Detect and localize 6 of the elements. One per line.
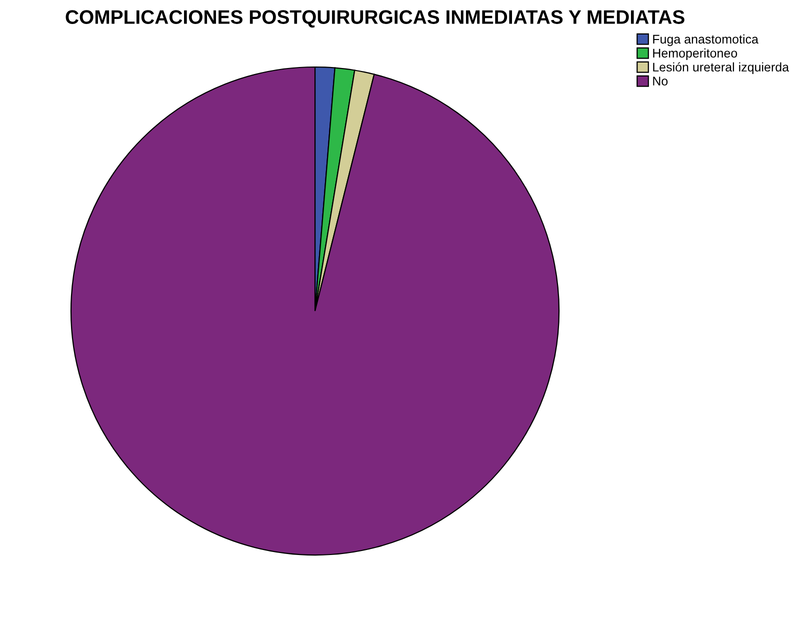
pie-slice — [70, 66, 560, 556]
legend-label: Lesión ureteral izquierda — [653, 62, 790, 74]
legend-label: Hemoperitoneo — [653, 48, 738, 60]
legend-label: Fuga anastomotica — [653, 34, 758, 46]
legend-label: No — [653, 76, 668, 86]
chart-title: COMPLICACIONES POSTQUIRURGICAS INMEDIATAS Y MEDIATAS — [66, 10, 684, 28]
